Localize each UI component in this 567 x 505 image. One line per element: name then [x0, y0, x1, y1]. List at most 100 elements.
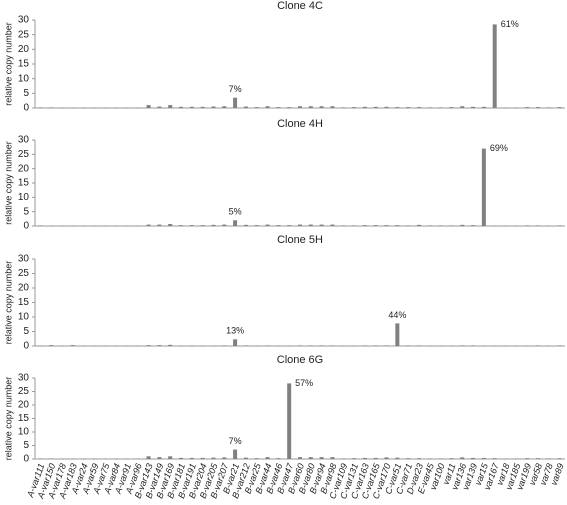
bar — [395, 323, 400, 346]
bar — [546, 345, 551, 347]
bar — [254, 107, 259, 108]
bar — [81, 458, 86, 460]
bar — [449, 225, 454, 226]
bar — [546, 107, 551, 108]
bar — [114, 225, 119, 227]
y-tick-label: 5 — [23, 326, 29, 337]
bar — [287, 345, 292, 347]
bar — [535, 345, 540, 346]
bar — [92, 225, 97, 227]
bar — [514, 345, 519, 347]
bar — [70, 458, 75, 460]
bar — [38, 225, 43, 226]
bar — [481, 106, 486, 108]
bar — [298, 106, 302, 108]
y-tick-label: 10 — [18, 312, 30, 323]
bar — [189, 457, 194, 459]
bar — [481, 148, 486, 226]
y-tick-label: 0 — [23, 103, 29, 114]
bar — [211, 457, 216, 459]
y-tick-label: 0 — [23, 454, 29, 465]
bar — [546, 458, 551, 459]
bar — [81, 107, 86, 109]
bar — [535, 225, 540, 226]
y-tick-label: 20 — [18, 283, 30, 294]
bar — [449, 458, 454, 459]
annotation: 57% — [295, 378, 313, 388]
bar — [49, 345, 54, 346]
chart-title: Clone 6G — [277, 354, 323, 366]
bar — [189, 106, 194, 108]
bar — [179, 345, 184, 347]
bar — [135, 107, 140, 109]
bar — [233, 449, 238, 459]
bar — [308, 457, 313, 459]
bar — [135, 345, 140, 347]
chart-title: Clone 4C — [277, 0, 323, 12]
bar — [124, 345, 129, 347]
y-tick-label: 25 — [18, 268, 30, 279]
bar — [103, 458, 108, 460]
bar — [319, 224, 324, 226]
bar — [395, 225, 400, 226]
bar — [352, 107, 357, 108]
bar — [427, 458, 432, 459]
bar — [384, 106, 389, 108]
bar — [60, 107, 65, 109]
bar — [265, 457, 270, 459]
bar — [146, 345, 151, 346]
bar — [481, 457, 486, 459]
bar — [535, 107, 540, 108]
bar — [416, 458, 421, 459]
y-tick-label: 20 — [18, 400, 30, 411]
bar — [406, 225, 411, 226]
bar — [124, 225, 129, 227]
bar — [265, 224, 270, 226]
bar — [211, 106, 216, 108]
bar — [189, 225, 194, 226]
y-tick-label: 20 — [18, 163, 30, 174]
bar — [525, 345, 530, 347]
bar — [362, 225, 367, 226]
chart-title: Clone 5H — [277, 234, 323, 246]
bar — [416, 107, 421, 108]
bar — [503, 225, 508, 227]
bar — [276, 107, 281, 108]
annotation: 69% — [490, 143, 508, 153]
bar — [330, 457, 335, 459]
bar — [276, 458, 281, 459]
bar — [535, 458, 540, 459]
bar — [362, 106, 367, 108]
bar — [416, 224, 421, 226]
bar — [427, 225, 432, 226]
bar — [265, 106, 270, 108]
bar — [416, 345, 421, 346]
bar — [330, 224, 335, 226]
bar — [319, 345, 324, 346]
bar — [373, 225, 378, 226]
bar — [362, 457, 367, 459]
y-tick-label: 15 — [18, 59, 30, 70]
bar — [38, 107, 43, 108]
bar — [157, 457, 162, 459]
annotation: 61% — [501, 19, 519, 29]
y-tick-label: 0 — [23, 221, 29, 232]
y-tick-label: 25 — [18, 149, 30, 160]
bar — [60, 345, 65, 347]
bar — [114, 458, 119, 460]
bar — [168, 456, 173, 459]
bar — [103, 345, 108, 347]
bar — [135, 225, 140, 227]
bar — [460, 106, 465, 108]
bar — [157, 224, 162, 226]
bar — [146, 224, 151, 226]
bar — [200, 345, 205, 347]
annotation: 13% — [226, 326, 244, 336]
bar — [70, 107, 75, 109]
bar — [265, 345, 270, 346]
bar — [546, 225, 551, 227]
bar — [276, 225, 281, 226]
bar — [362, 345, 367, 346]
y-tick-label: 15 — [18, 178, 30, 189]
bar — [287, 383, 292, 459]
